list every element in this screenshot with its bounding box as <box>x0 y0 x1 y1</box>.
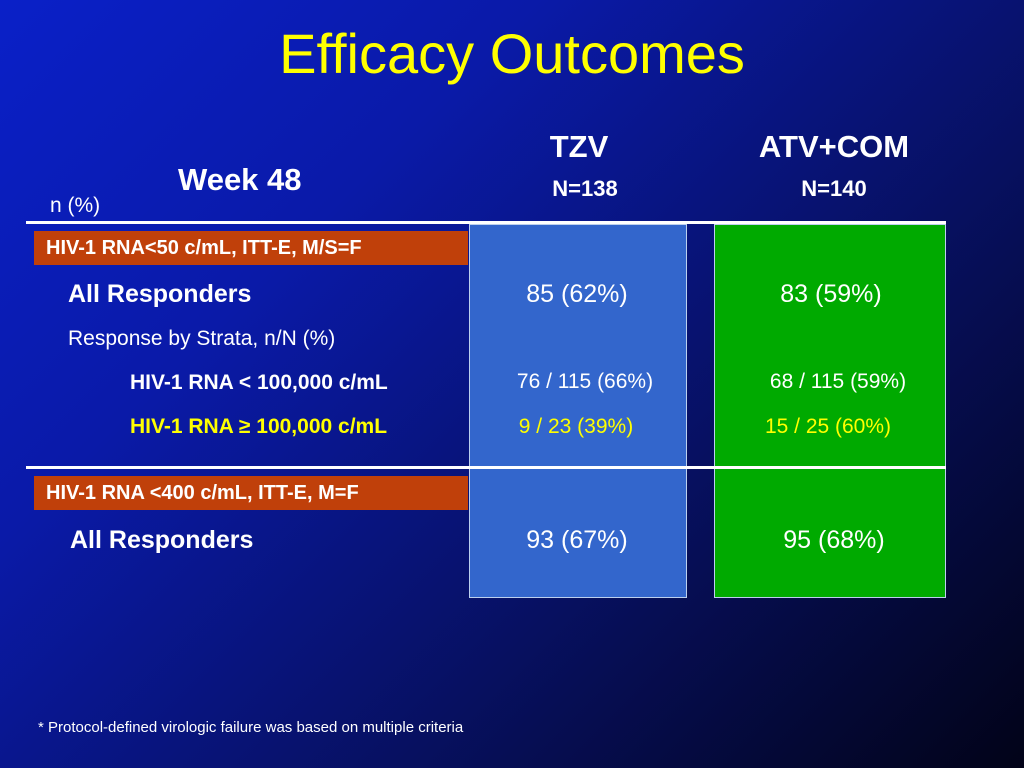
tzv-column-header: TZV <box>549 129 609 164</box>
atv-com-column-box <box>714 224 946 598</box>
section-divider <box>26 466 946 469</box>
strata-low-label: HIV-1 RNA < 100,000 c/mL <box>130 371 388 394</box>
strata-high-tzv-value: 9 / 23 (39%) <box>518 415 634 438</box>
footnote: * Protocol-defined virologic failure was… <box>38 719 464 736</box>
week-label: Week 48 <box>178 162 302 197</box>
atv-com-column-header: ATV+COM <box>758 129 910 164</box>
section2-all-responders-label: All Responders <box>70 526 254 554</box>
strata-low-tzv-value: 76 / 115 (66%) <box>516 370 654 393</box>
unit-label: n (%) <box>50 194 101 217</box>
strata-heading: Response by Strata, n/N (%) <box>68 327 336 350</box>
section1-tzv-all-responders: 85 (62%) <box>526 280 628 308</box>
section1-band: HIV-1 RNA<50 c/mL, ITT-E, M/S=F <box>34 231 468 265</box>
section1-all-responders-label: All Responders <box>68 280 252 308</box>
strata-high-atv-value: 15 / 25 (60%) <box>764 415 892 438</box>
atv-com-sample-size: N=140 <box>801 176 867 201</box>
section2-atv-all-responders: 95 (68%) <box>783 526 885 554</box>
tzv-column-box <box>469 224 687 598</box>
slide-title: Efficacy Outcomes <box>279 22 745 85</box>
header-divider <box>26 221 946 224</box>
tzv-sample-size: N=138 <box>552 176 618 201</box>
section2-band: HIV-1 RNA <400 c/mL, ITT-E, M=F <box>34 476 468 510</box>
strata-high-label: HIV-1 RNA ≥ 100,000 c/mL <box>130 415 388 438</box>
section1-atv-all-responders: 83 (59%) <box>780 280 882 308</box>
section2-tzv-all-responders: 93 (67%) <box>526 526 628 554</box>
strata-low-atv-value: 68 / 115 (59%) <box>769 370 907 393</box>
